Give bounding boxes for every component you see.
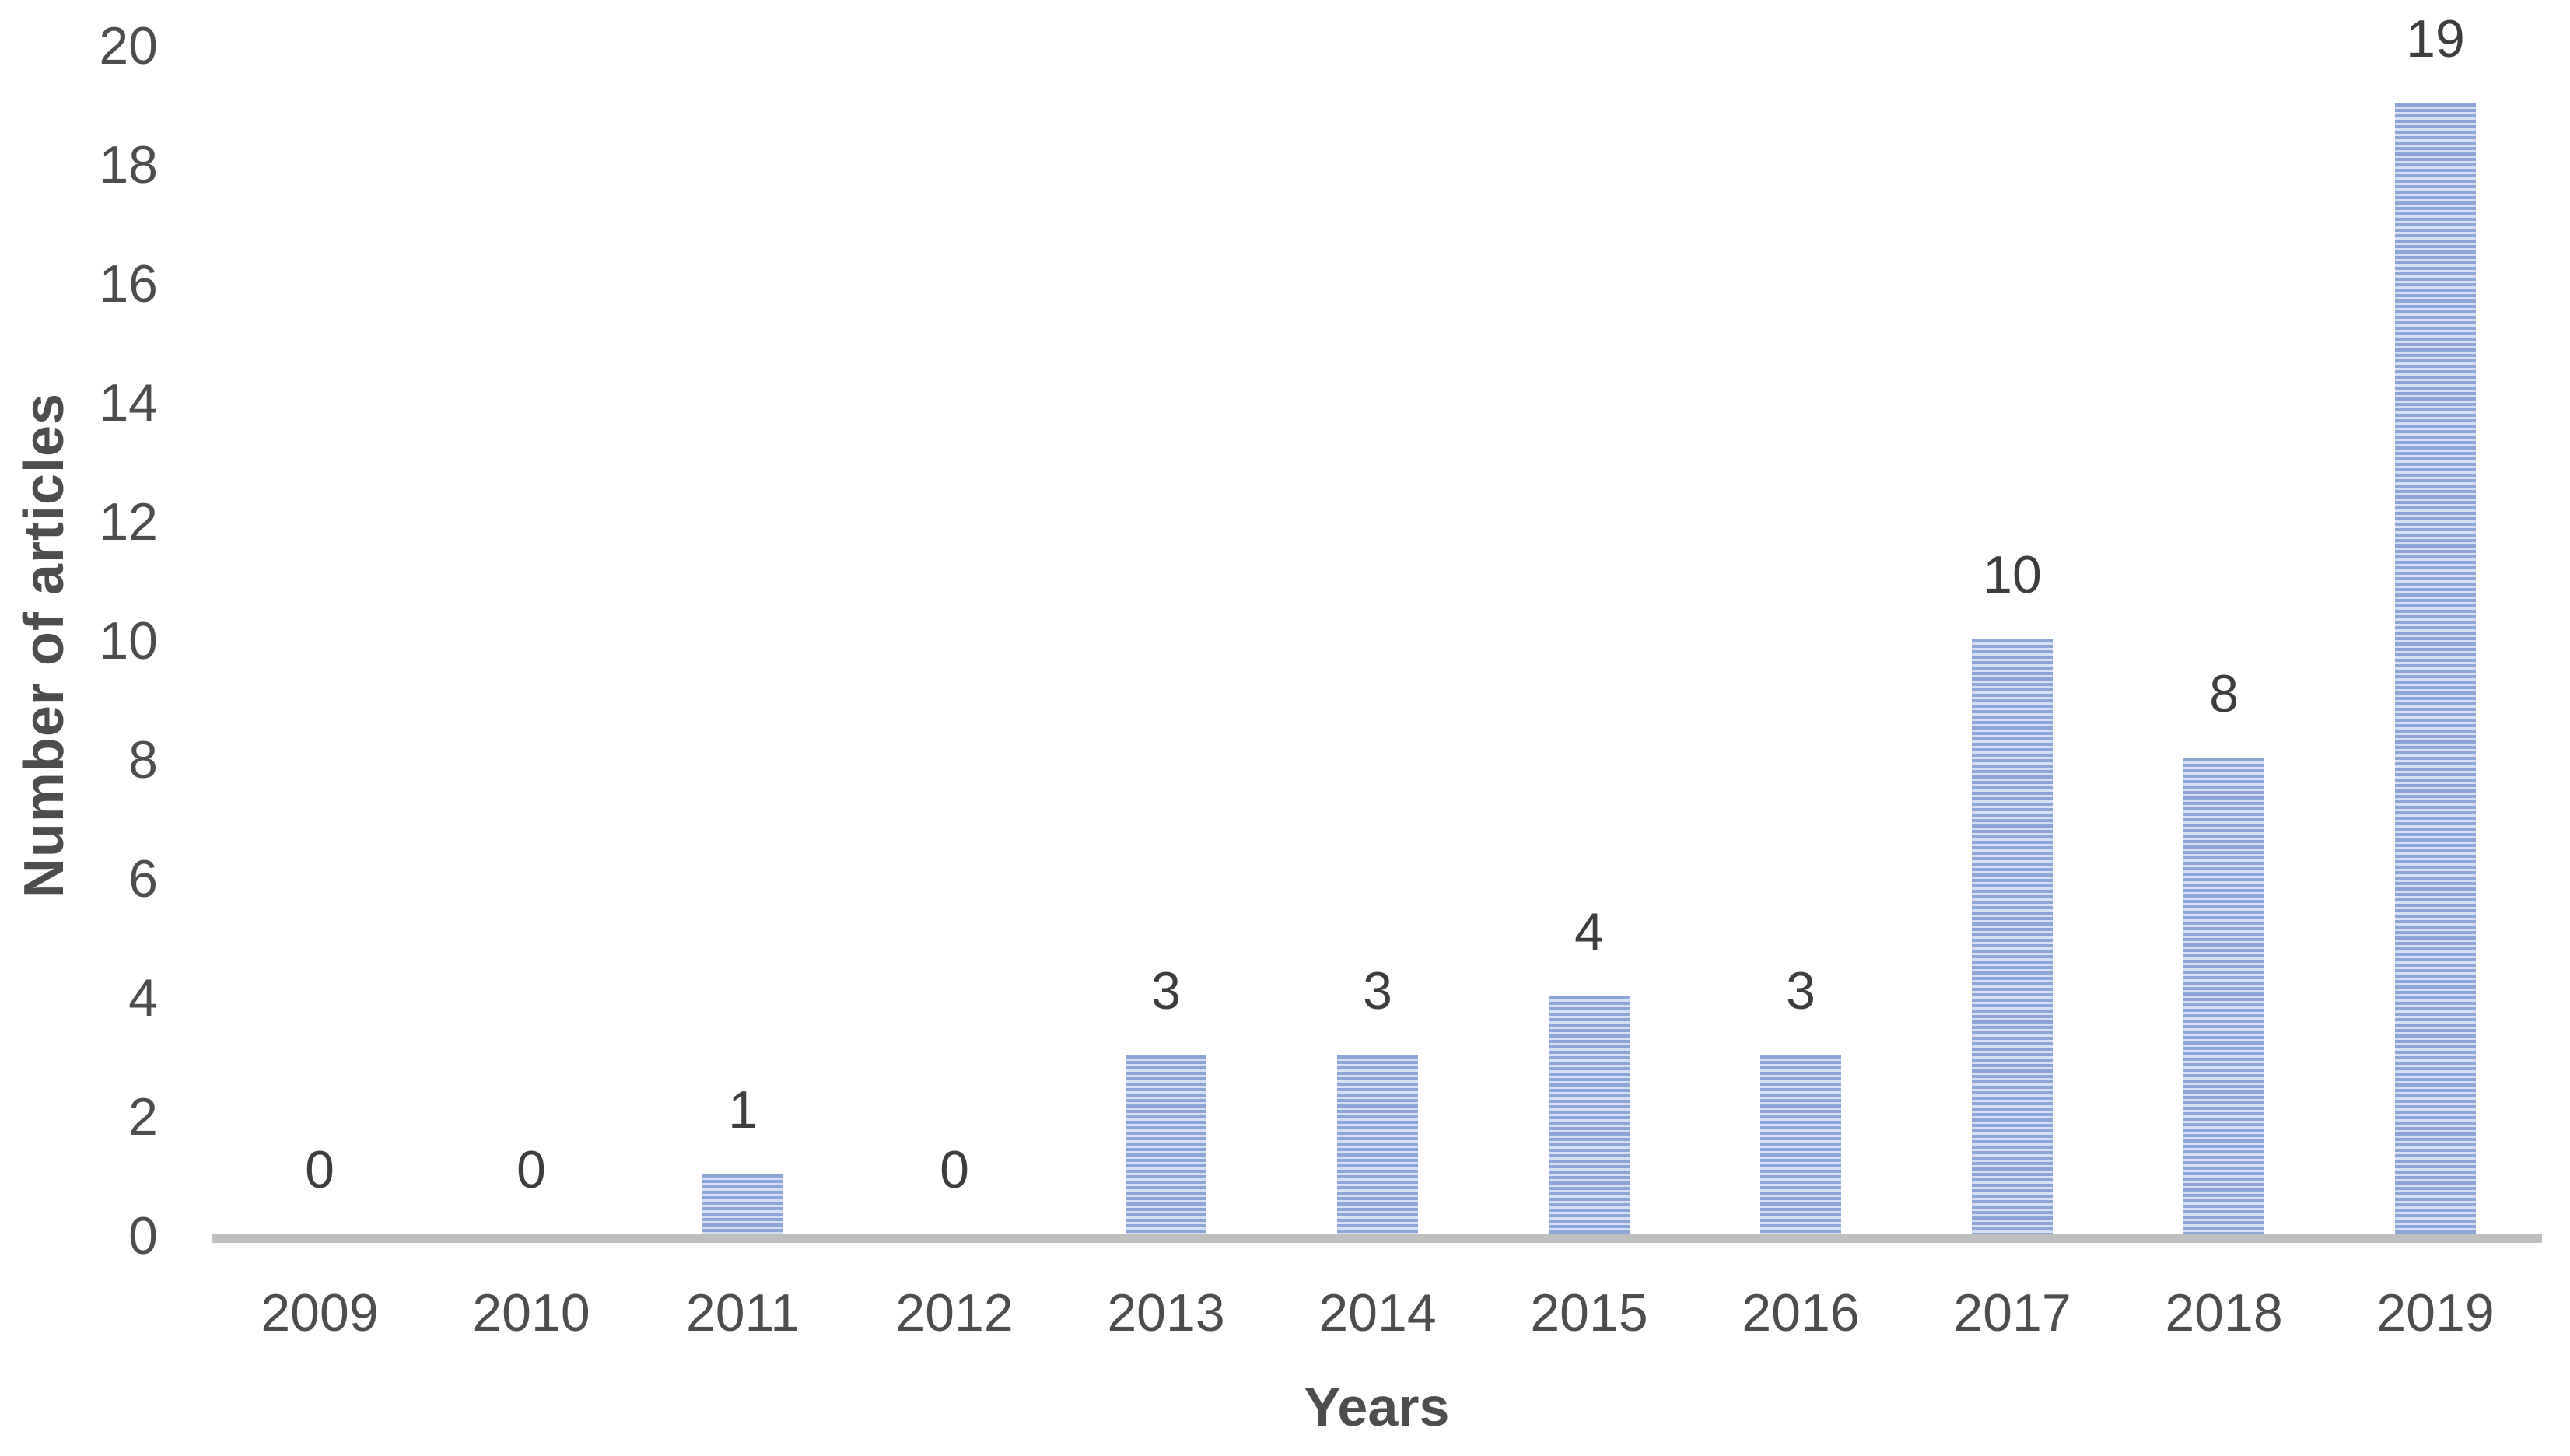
y-tick-label: 12: [99, 492, 158, 551]
x-tick-label-2015: 2015: [1530, 1283, 1648, 1342]
bar-2015: [1549, 996, 1630, 1234]
y-tick-label: 20: [99, 16, 158, 75]
y-tick-label: 18: [99, 135, 158, 194]
x-tick-label-2009: 2009: [261, 1283, 379, 1342]
data-label-2014: 3: [1363, 961, 1392, 1020]
data-label-2009: 0: [305, 1140, 334, 1199]
x-tick-label-2010: 2010: [472, 1283, 590, 1342]
y-tick-label: 10: [99, 611, 158, 670]
data-label-2016: 3: [1786, 961, 1815, 1020]
bar-2019: [2395, 103, 2476, 1234]
x-axis-line: [212, 1234, 2542, 1243]
bar-2016: [1760, 1055, 1841, 1234]
bar-2017: [1972, 639, 2053, 1234]
y-tick-label: 4: [128, 968, 158, 1027]
y-tick-label: 14: [99, 373, 158, 432]
y-tick-label: 2: [128, 1087, 158, 1146]
data-label-2011: 1: [728, 1080, 758, 1139]
x-tick-label-2019: 2019: [2376, 1283, 2495, 1342]
x-tick-label-2011: 2011: [685, 1283, 800, 1342]
data-label-2019: 19: [2406, 9, 2465, 68]
x-tick-label-2017: 2017: [1953, 1283, 2071, 1342]
y-tick-label: 6: [128, 849, 158, 908]
y-tick-label: 8: [128, 730, 158, 789]
x-tick-label-2013: 2013: [1107, 1283, 1225, 1342]
data-label-2012: 0: [940, 1140, 969, 1199]
bar-2018: [2183, 758, 2264, 1234]
data-label-2017: 10: [1983, 545, 2042, 604]
x-tick-label-2018: 2018: [2165, 1283, 2283, 1342]
data-label-2018: 8: [2209, 664, 2239, 723]
data-label-2013: 3: [1151, 961, 1181, 1020]
y-tick-label: 16: [99, 254, 158, 313]
x-tick-label-2014: 2014: [1318, 1283, 1437, 1342]
y-tick-label: 0: [128, 1206, 158, 1265]
x-axis-title: Years: [1304, 1377, 1450, 1437]
bar-2014: [1337, 1055, 1418, 1234]
bar-2013: [1126, 1055, 1206, 1234]
data-label-2015: 4: [1574, 902, 1604, 961]
bar-2011: [702, 1174, 783, 1234]
data-label-2010: 0: [516, 1140, 546, 1199]
x-tick-label-2012: 2012: [895, 1283, 1014, 1342]
x-tick-label-2016: 2016: [1742, 1283, 1860, 1342]
